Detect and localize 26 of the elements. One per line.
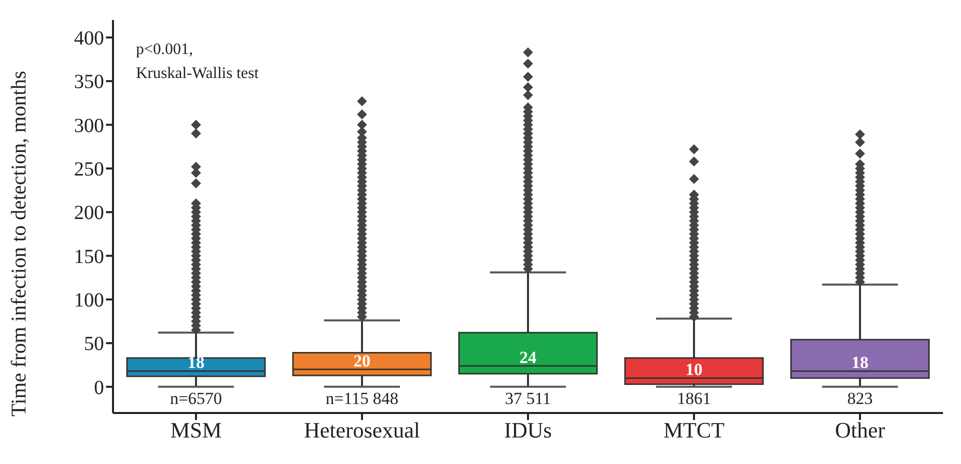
y-tick-label: 50 xyxy=(84,333,104,356)
y-tick-label: 300 xyxy=(74,114,104,137)
annotation: p<0.001, Kruskal-Wallis test xyxy=(136,40,260,84)
text: 18 xyxy=(852,353,868,372)
y-tick-label: 350 xyxy=(74,71,104,94)
text: 18 xyxy=(188,353,204,372)
x-tick-label: MSM xyxy=(170,418,222,443)
annotation: 823 xyxy=(847,389,873,408)
x-tick-label: IDUs xyxy=(504,418,552,443)
y-tick-label: 400 xyxy=(74,28,104,50)
y-tick-label: 0 xyxy=(94,376,104,399)
annotation: 1861 xyxy=(677,389,711,408)
x-tick-label: MTCT xyxy=(663,418,726,443)
x-tick-label: Other xyxy=(834,418,886,443)
text: 20 xyxy=(354,351,370,370)
text: 10 xyxy=(686,360,702,380)
annotation: n=115 848 xyxy=(326,389,398,408)
y-tick-label: 100 xyxy=(74,290,104,312)
y-tick-label: 150 xyxy=(74,246,104,268)
x-tick-label: Heterosexual xyxy=(304,418,420,443)
y-tick-label: 250 xyxy=(74,158,104,181)
y-axis-title: Time from infection to detection, months xyxy=(6,70,30,416)
y-tick-label: 200 xyxy=(74,202,104,224)
annotation: 37 511 xyxy=(504,389,552,408)
annotation: n=6570 xyxy=(170,389,222,408)
text: 24 xyxy=(520,348,536,367)
